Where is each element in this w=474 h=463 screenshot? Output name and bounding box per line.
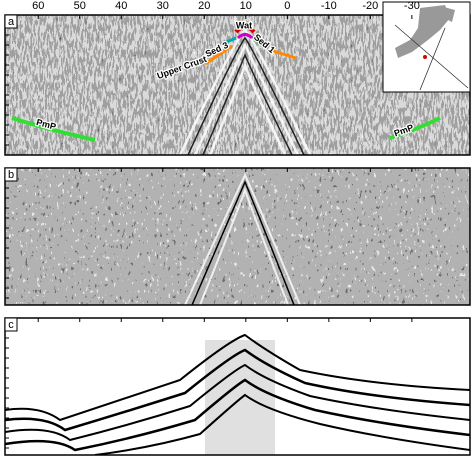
panel-label: c <box>8 319 14 331</box>
panel-frame <box>4 167 471 306</box>
x-tick-label: 50 <box>74 0 86 12</box>
x-tick-label: -30 <box>404 0 420 12</box>
panel-label-box <box>4 14 18 29</box>
x-tick-label: 40 <box>115 0 127 12</box>
x-tick-label: 60 <box>32 0 44 12</box>
panel-label: a <box>8 16 15 28</box>
panel-label-box <box>4 317 18 332</box>
x-tick-label: -20 <box>362 0 378 12</box>
panel-frame <box>4 317 471 456</box>
inset-map <box>382 1 471 93</box>
panel-b-image <box>5 168 470 305</box>
x-tick-label: 0 <box>284 0 290 12</box>
x-tick-label: 30 <box>157 0 169 12</box>
panel-c-image <box>5 318 470 455</box>
panel-label-box <box>4 167 18 182</box>
annotation: Wat <box>236 20 252 30</box>
x-tick-label: -10 <box>321 0 337 12</box>
x-tick-label: 10 <box>240 0 252 12</box>
panel-label: b <box>8 169 14 181</box>
x-tick-label: 20 <box>198 0 210 12</box>
